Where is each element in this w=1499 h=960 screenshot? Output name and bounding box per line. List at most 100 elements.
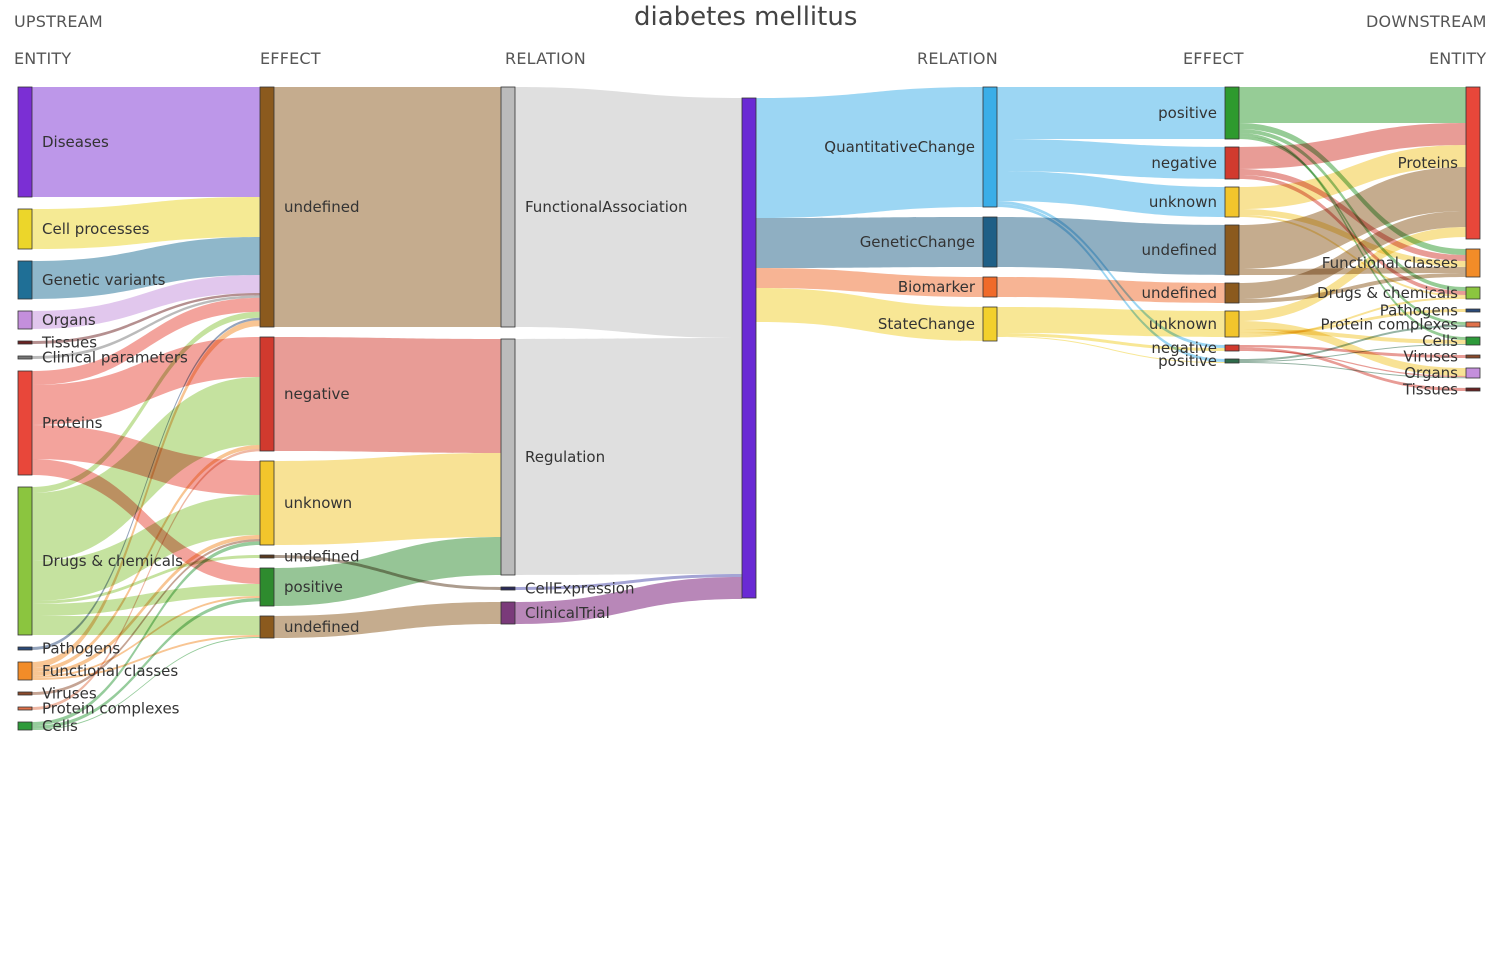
sankey-link-u_viruses-to-ue_unknown[interactable] bbox=[32, 539, 260, 695]
sankey-link-u_funccls-to-ue_unknown[interactable] bbox=[32, 535, 260, 676]
sankey-link-u_drugs-to-ue_negative[interactable] bbox=[32, 377, 260, 561]
sankey-link-ue_positive-to-r_regulation[interactable] bbox=[274, 537, 501, 606]
sankey-link-u_funccls-to-ue_negative[interactable] bbox=[32, 445, 260, 672]
sankey-link-de_unknown-to-d_proteins[interactable] bbox=[1239, 145, 1466, 209]
sankey-link-u_cells-to-ue_unknown[interactable] bbox=[32, 541, 260, 726]
sankey-link-disease-to-dr_biomarker[interactable] bbox=[756, 268, 983, 297]
sankey-link-u_pathogens-to-ue_undefined[interactable] bbox=[32, 317, 260, 650]
sankey-node-u_cells[interactable] bbox=[17, 721, 33, 731]
sankey-node-d_tissues[interactable] bbox=[1465, 387, 1481, 392]
sankey-link-dr_statechg-to-de_negative2[interactable] bbox=[997, 333, 1225, 351]
sankey-node-u_clinpar[interactable] bbox=[17, 355, 33, 360]
sankey-node-dr_statechg[interactable] bbox=[982, 306, 998, 342]
sankey-link-u_clinpar-to-ue_undefined[interactable] bbox=[32, 295, 260, 359]
sankey-node-u_funccls[interactable] bbox=[17, 661, 33, 681]
sankey-link-r_regulation-to-disease[interactable] bbox=[515, 338, 742, 575]
sankey-node-de_unknown2[interactable] bbox=[1224, 310, 1240, 338]
sankey-node-de_negative[interactable] bbox=[1224, 146, 1240, 180]
sankey-link-de_negative2-to-d_tissues[interactable] bbox=[1239, 347, 1466, 391]
sankey-node-de_unknown[interactable] bbox=[1224, 186, 1240, 218]
sankey-node-u_pathogens[interactable] bbox=[17, 646, 33, 651]
sankey-node-u_genvar[interactable] bbox=[17, 260, 33, 300]
sankey-link-de_positive2-to-d_protcx[interactable] bbox=[1239, 325, 1466, 361]
sankey-link-dr_quant-to-de_positive[interactable] bbox=[997, 87, 1225, 139]
sankey-node-dr_genetic[interactable] bbox=[982, 216, 998, 268]
sankey-link-r_funcassoc-to-disease[interactable] bbox=[515, 87, 742, 338]
sankey-node-dr_biomarker[interactable] bbox=[982, 276, 998, 298]
sankey-node-d_proteins[interactable] bbox=[1465, 86, 1481, 240]
sankey-node-u_protcx[interactable] bbox=[17, 706, 33, 711]
sankey-link-u_funccls-to-ue_undefined[interactable] bbox=[32, 320, 260, 668]
sankey-link-u_organs-to-ue_undefined[interactable] bbox=[32, 275, 260, 329]
sankey-node-de_positive2[interactable] bbox=[1224, 358, 1240, 364]
sankey-link-u_proteins-to-ue_undefined[interactable] bbox=[32, 297, 260, 385]
sankey-node-d_protcx[interactable] bbox=[1465, 321, 1481, 328]
sankey-node-ue_negative[interactable] bbox=[259, 336, 275, 452]
sankey-link-r_cellexpr-to-disease[interactable] bbox=[515, 574, 742, 590]
sankey-link-de_positive-to-d_proteins[interactable] bbox=[1239, 87, 1466, 123]
sankey-link-u_proteins-to-ue_positive[interactable] bbox=[32, 459, 260, 584]
sankey-link-u_funccls-to-ue_undefined3[interactable] bbox=[32, 635, 260, 680]
sankey-link-u_drugs-to-ue_positive[interactable] bbox=[32, 584, 260, 616]
sankey-node-ue_unknown[interactable] bbox=[259, 460, 275, 546]
sankey-link-dr_biomarker-to-de_undefined2[interactable] bbox=[997, 277, 1225, 303]
sankey-link-u_drugs-to-ue_undefined[interactable] bbox=[32, 311, 260, 493]
sankey-link-ue_negative-to-r_regulation[interactable] bbox=[274, 337, 501, 453]
sankey-node-r_regulation[interactable] bbox=[500, 338, 516, 576]
sankey-link-u_tissues-to-ue_undefined[interactable] bbox=[32, 293, 260, 344]
sankey-node-de_positive[interactable] bbox=[1224, 86, 1240, 140]
sankey-link-de_unknown2-to-d_organs[interactable] bbox=[1239, 321, 1466, 376]
sankey-node-dr_quant[interactable] bbox=[982, 86, 998, 208]
sankey-node-d_drugs[interactable] bbox=[1465, 286, 1481, 300]
sankey-link-de_negative-to-d_proteins[interactable] bbox=[1239, 123, 1466, 169]
sankey-link-de_undefined2-to-d_funccls[interactable] bbox=[1239, 273, 1466, 303]
sankey-node-de_undefined2[interactable] bbox=[1224, 282, 1240, 304]
sankey-node-d_cells[interactable] bbox=[1465, 336, 1481, 346]
sankey-node-u_proteins[interactable] bbox=[17, 370, 33, 476]
sankey-node-u_drugs[interactable] bbox=[17, 486, 33, 636]
sankey-link-u_cells-to-ue_positive[interactable] bbox=[32, 598, 260, 729]
sankey-node-u_tissues[interactable] bbox=[17, 340, 33, 345]
sankey-node-disease[interactable] bbox=[741, 97, 757, 599]
sankey-link-dr_quant-to-de_negative[interactable] bbox=[997, 139, 1225, 179]
sankey-node-u_organs[interactable] bbox=[17, 310, 33, 330]
sankey-node-d_pathogens[interactable] bbox=[1465, 308, 1481, 313]
sankey-node-ue_undefined[interactable] bbox=[259, 86, 275, 328]
sankey-node-de_negative2[interactable] bbox=[1224, 344, 1240, 352]
sankey-link-disease-to-dr_genetic[interactable] bbox=[756, 217, 983, 268]
sankey-link-u_protcx-to-ue_negative[interactable] bbox=[32, 449, 260, 710]
sankey-link-de_unknown2-to-d_drugs[interactable] bbox=[1239, 297, 1466, 338]
sankey-link-dr_genetic-to-de_undefined[interactable] bbox=[997, 217, 1225, 275]
sankey-link-disease-to-dr_statechg[interactable] bbox=[756, 288, 983, 341]
sankey-node-d_funccls[interactable] bbox=[1465, 248, 1481, 278]
sankey-link-u_funccls-to-ue_positive[interactable] bbox=[32, 596, 260, 678]
sankey-link-ue_undefined-to-r_funcassoc[interactable] bbox=[274, 87, 501, 327]
sankey-link-de_positive2-to-d_cells[interactable] bbox=[1239, 344, 1466, 362]
sankey-link-u_cellproc-to-ue_undefined[interactable] bbox=[32, 197, 260, 249]
sankey-node-r_cellexpr[interactable] bbox=[500, 586, 516, 591]
sankey-link-ue_undefined3-to-r_clintrial[interactable] bbox=[274, 602, 501, 638]
sankey-node-r_funcassoc[interactable] bbox=[500, 86, 516, 328]
sankey-node-ue_undefined2[interactable] bbox=[259, 554, 275, 559]
sankey-link-de_unknown2-to-d_proteins[interactable] bbox=[1239, 227, 1466, 321]
sankey-link-ue_unknown-to-r_regulation[interactable] bbox=[274, 453, 501, 545]
sankey-node-de_undefined[interactable] bbox=[1224, 224, 1240, 276]
sankey-node-u_diseases[interactable] bbox=[17, 86, 33, 198]
sankey-link-dr_statechg-to-de_unknown2[interactable] bbox=[997, 307, 1225, 337]
sankey-link-de_positive-to-d_funccls[interactable] bbox=[1239, 123, 1466, 255]
sankey-node-ue_undefined3[interactable] bbox=[259, 615, 275, 639]
sankey-node-u_cellproc[interactable] bbox=[17, 208, 33, 250]
sankey-link-dr_quant-to-de_negative2[interactable] bbox=[997, 201, 1225, 348]
sankey-node-ue_positive[interactable] bbox=[259, 567, 275, 607]
sankey-link-de_negative2-to-d_organs[interactable] bbox=[1239, 349, 1466, 378]
sankey-link-de_undefined-to-d_proteins[interactable] bbox=[1239, 167, 1466, 269]
sankey-link-r_clintrial-to-disease[interactable] bbox=[515, 577, 742, 624]
sankey-link-u_genvar-to-ue_undefined[interactable] bbox=[32, 237, 260, 299]
sankey-node-d_viruses[interactable] bbox=[1465, 354, 1481, 359]
sankey-link-dr_statechg-to-de_positive2[interactable] bbox=[997, 336, 1225, 363]
sankey-link-de_negative2-to-d_viruses[interactable] bbox=[1239, 345, 1466, 358]
sankey-link-u_cells-to-ue_undefined3[interactable] bbox=[32, 637, 260, 730]
sankey-link-de_undefined2-to-d_proteins[interactable] bbox=[1239, 211, 1466, 299]
sankey-link-u_diseases-to-ue_undefined[interactable] bbox=[32, 87, 260, 197]
sankey-link-de_positive2-to-d_organs[interactable] bbox=[1239, 362, 1466, 379]
